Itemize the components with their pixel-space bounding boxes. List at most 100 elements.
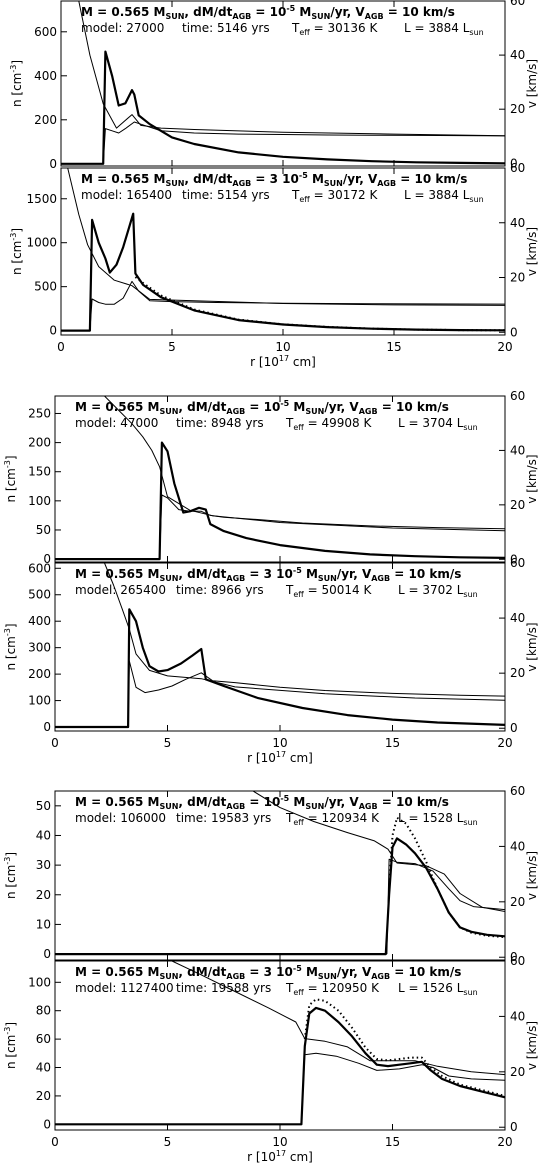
title-mass: M = 0.565 M: [75, 567, 159, 581]
title-rate: , dM/dt: [184, 5, 232, 19]
model-label: model: 265400: [75, 583, 166, 597]
y-tick-label: 500: [34, 280, 57, 294]
title-rate-sub: AGB: [232, 12, 251, 21]
x-label-sup: 17: [276, 750, 286, 759]
density-line-dotted: [388, 816, 505, 939]
lum-value: L = 3704 L: [398, 416, 464, 430]
title-rate: , dM/dt: [178, 965, 226, 979]
y2-tick-label: 0: [510, 721, 518, 735]
model-label: model: 106000: [75, 811, 166, 825]
y-label-sup: -3: [9, 233, 18, 241]
time-label: time: 8966 yrs: [176, 583, 264, 597]
title-mass-sub: SUN: [165, 179, 184, 188]
teff-value: = 30136 K: [310, 21, 379, 35]
title-rate-unit: M: [308, 172, 324, 186]
series-group: [55, 961, 505, 1126]
title-mass-sub: SUN: [159, 574, 178, 583]
title-mass: M = 0.565 M: [81, 172, 165, 186]
density-line-thick: [55, 608, 505, 729]
density-line-thin: [89, 280, 505, 331]
title-v-sub: AGB: [371, 574, 390, 583]
y-label-main: n [cm: [4, 865, 18, 899]
model-label: model: 1127400: [75, 981, 174, 995]
y-tick-label: 0: [49, 157, 57, 171]
lum-sub: sun: [469, 195, 483, 204]
density-line-thick: [55, 1006, 505, 1126]
teff-sub: eff: [293, 590, 304, 599]
title-rate-unit-sub: SUN: [311, 12, 330, 21]
title-rate-tail: /yr, V: [343, 172, 378, 186]
y-tick-label: 400: [28, 614, 51, 628]
lum-value: L = 3884 L: [404, 21, 470, 35]
y-tick-label: 10: [36, 917, 51, 931]
x-tick-label: 10: [272, 1135, 287, 1149]
velocity-line: [78, 1, 505, 137]
y2-tick-label: 40: [510, 611, 525, 625]
y-tick-label: 50: [36, 523, 51, 537]
title-v-sub: AGB: [371, 972, 390, 981]
x-tick-label: 5: [168, 340, 176, 354]
luminosity-label: L = 3884 Lsun: [404, 21, 484, 37]
title-rate-sub: AGB: [232, 179, 251, 188]
title-rate: , dM/dt: [178, 400, 226, 414]
density-line-thin: [159, 494, 505, 560]
y-label-sup: -3: [3, 628, 12, 636]
y-label-main: n [cm: [4, 1035, 18, 1069]
title-rate-sup: -5: [293, 964, 302, 973]
y2-tick-label: 60: [510, 556, 525, 570]
velocity-line: [104, 396, 505, 532]
y-tick-label: 80: [36, 1004, 51, 1018]
lum-sub: sun: [463, 423, 477, 432]
y2-tick-label: 20: [510, 1065, 525, 1079]
density-line-thin: [386, 858, 505, 955]
y-tick-label: 1000: [26, 236, 57, 250]
y2-tick-label: 20: [510, 895, 525, 909]
title-rate-unit-sub: SUN: [318, 972, 337, 981]
density-line-dotted: [134, 276, 505, 332]
y-axis-label: n [cm-3]: [3, 623, 18, 670]
y-tick-label: 100: [28, 975, 51, 989]
title-rate-eq: = 3 10: [251, 172, 299, 186]
y2-axis-label: v [km/s]: [525, 59, 539, 108]
y-label-tail: ]: [4, 623, 18, 628]
series-group: [61, 168, 505, 332]
y-tick-label: 0: [43, 1117, 51, 1131]
time-label: time: 19588 yrs: [176, 981, 271, 995]
y-tick-label: 200: [28, 667, 51, 681]
y-tick-label: 20: [36, 1089, 51, 1103]
title-rate-tail: /yr, V: [330, 5, 365, 19]
teff-sub: eff: [299, 28, 310, 37]
lum-value: L = 3884 L: [404, 188, 470, 202]
title-rate-eq: = 3 10: [245, 965, 293, 979]
x-label-main: r [10: [250, 355, 279, 369]
title-rate-unit: M: [302, 965, 318, 979]
title-rate-sup: -5: [299, 171, 308, 180]
y2-tick-label: 40: [510, 48, 525, 62]
y-label-main: n [cm: [10, 73, 24, 107]
title-mass-sub: SUN: [159, 802, 178, 811]
y2-tick-label: 40: [510, 839, 525, 853]
series-group: [61, 1, 505, 165]
y-tick-label: 100: [28, 694, 51, 708]
y-tick-label: 0: [43, 552, 51, 566]
luminosity-label: L = 3704 Lsun: [398, 416, 478, 432]
y2-tick-label: 40: [510, 216, 525, 230]
lum-value: L = 1526 L: [398, 981, 464, 995]
title-rate-unit: M: [302, 567, 318, 581]
y2-tick-label: 20: [510, 666, 525, 680]
velocity-line: [104, 563, 505, 701]
x-label-main: r [10: [247, 751, 276, 765]
title-mass: M = 0.565 M: [75, 965, 159, 979]
teff-value: = 50014 K: [304, 583, 373, 597]
time-label: time: 19583 yrs: [176, 811, 271, 825]
density-line-thick: [55, 837, 505, 956]
y2-axis-label: v [km/s]: [525, 1021, 539, 1070]
y2-tick-label: 20: [510, 271, 525, 285]
x-tick-label: 5: [164, 736, 172, 750]
x-tick-label: 0: [51, 736, 59, 750]
title-rate-sup: -5: [286, 4, 295, 13]
lum-value: L = 3702 L: [398, 583, 464, 597]
title-v-sub: AGB: [359, 802, 378, 811]
